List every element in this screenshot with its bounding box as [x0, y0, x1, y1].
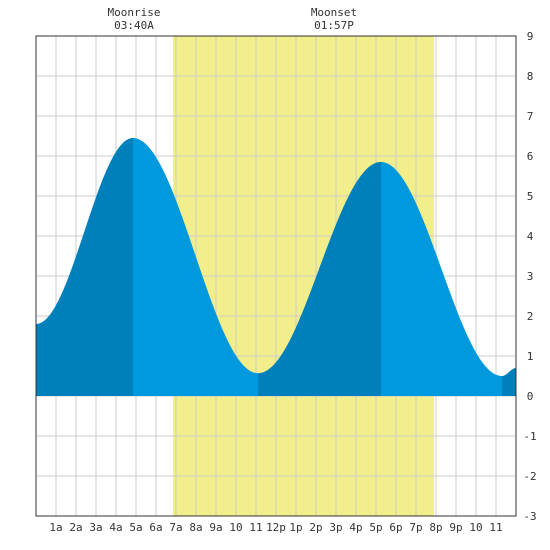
x-tick-label: 6a	[149, 521, 162, 534]
x-tick-label: 4a	[109, 521, 122, 534]
x-tick-label: 8p	[429, 521, 442, 534]
tide-segment	[258, 162, 381, 396]
x-tick-label: 8a	[189, 521, 202, 534]
tide-segment	[36, 138, 133, 396]
moon-event-title: Moonrise	[108, 6, 161, 19]
x-tick-label: 9p	[449, 521, 462, 534]
x-tick-label: 7p	[409, 521, 422, 534]
moon-event-time: 03:40A	[114, 19, 154, 32]
x-tick-label: 7a	[169, 521, 182, 534]
y-tick-label: 7	[527, 110, 534, 123]
plot-frame	[35, 35, 517, 517]
y-tick-label: 1	[527, 350, 534, 363]
x-tick-label: 12p	[266, 521, 286, 534]
y-tick-label: 9	[527, 30, 534, 43]
x-tick-label: 10	[229, 521, 242, 534]
tide-area	[36, 138, 516, 396]
x-tick-label: 4p	[349, 521, 362, 534]
x-tick-label: 2a	[69, 521, 82, 534]
x-tick-label: 6p	[389, 521, 402, 534]
y-tick-label: 0	[527, 390, 534, 403]
x-tick-label: 11	[489, 521, 502, 534]
moon-event-time: 01:57P	[314, 19, 354, 32]
y-tick-label: -2	[523, 470, 536, 483]
x-axis-ticks: 1a 2a 3a 4a 5a 6a 7a 8a 9a 10 11 12p 1p 2p 3p 4p 5p 6p 7p 8…	[49, 521, 502, 534]
x-tick-label: 2p	[309, 521, 322, 534]
x-tick-label: 3p	[329, 521, 342, 534]
x-tick-label: 1p	[289, 521, 302, 534]
tide-segment	[133, 138, 258, 396]
x-tick-label: 11	[249, 521, 262, 534]
x-tick-label: 10	[469, 521, 482, 534]
x-tick-label: 5a	[129, 521, 142, 534]
x-tick-label: 3a	[89, 521, 102, 534]
y-tick-label: 2	[527, 310, 534, 323]
y-tick-label: 5	[527, 190, 534, 203]
x-tick-label: 9a	[209, 521, 222, 534]
x-tick-label: 1a	[49, 521, 62, 534]
y-axis-ticks: 9 8 7 6 5 4 3 2 1 0 -1 -2 -3	[523, 30, 536, 523]
y-tick-label: 6	[527, 150, 534, 163]
y-tick-label: -3	[523, 510, 536, 523]
x-tick-label: 5p	[369, 521, 382, 534]
y-tick-label: 3	[527, 270, 534, 283]
moon-event-title: Moonset	[311, 6, 357, 19]
tide-segment	[381, 162, 502, 396]
y-tick-label: 8	[527, 70, 534, 83]
y-tick-label: -1	[523, 430, 536, 443]
y-tick-label: 4	[527, 230, 534, 243]
tide-segment	[502, 368, 516, 396]
